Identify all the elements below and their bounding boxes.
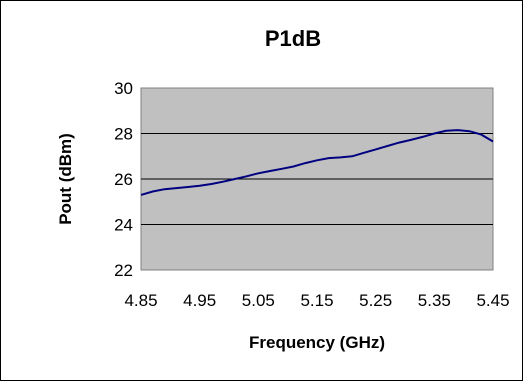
y-tick-label: 24 (114, 216, 133, 235)
x-tick-labels: 4.85 4.95 5.05 5.15 5.25 5.35 5.45 (124, 291, 509, 310)
x-axis-title: Frequency (GHz) (249, 333, 385, 352)
x-tick-label: 4.85 (124, 291, 157, 310)
x-tick-label: 5.45 (476, 291, 509, 310)
y-tick-label: 26 (114, 170, 133, 189)
y-tick-labels: 22 24 26 28 30 (114, 79, 133, 280)
x-tick-label: 5.05 (242, 291, 275, 310)
x-tick-label: 5.25 (359, 291, 392, 310)
x-tick-label: 4.95 (183, 291, 216, 310)
chart-title: P1dB (265, 26, 321, 51)
y-tick-label: 22 (114, 261, 133, 280)
series-line (140, 129, 494, 196)
y-tick-label: 30 (114, 79, 133, 98)
y-tick-label: 28 (114, 125, 133, 144)
x-tick-label: 5.15 (300, 291, 333, 310)
y-axis-title: Pout (dBm) (56, 133, 75, 225)
x-tick-label: 5.35 (418, 291, 451, 310)
